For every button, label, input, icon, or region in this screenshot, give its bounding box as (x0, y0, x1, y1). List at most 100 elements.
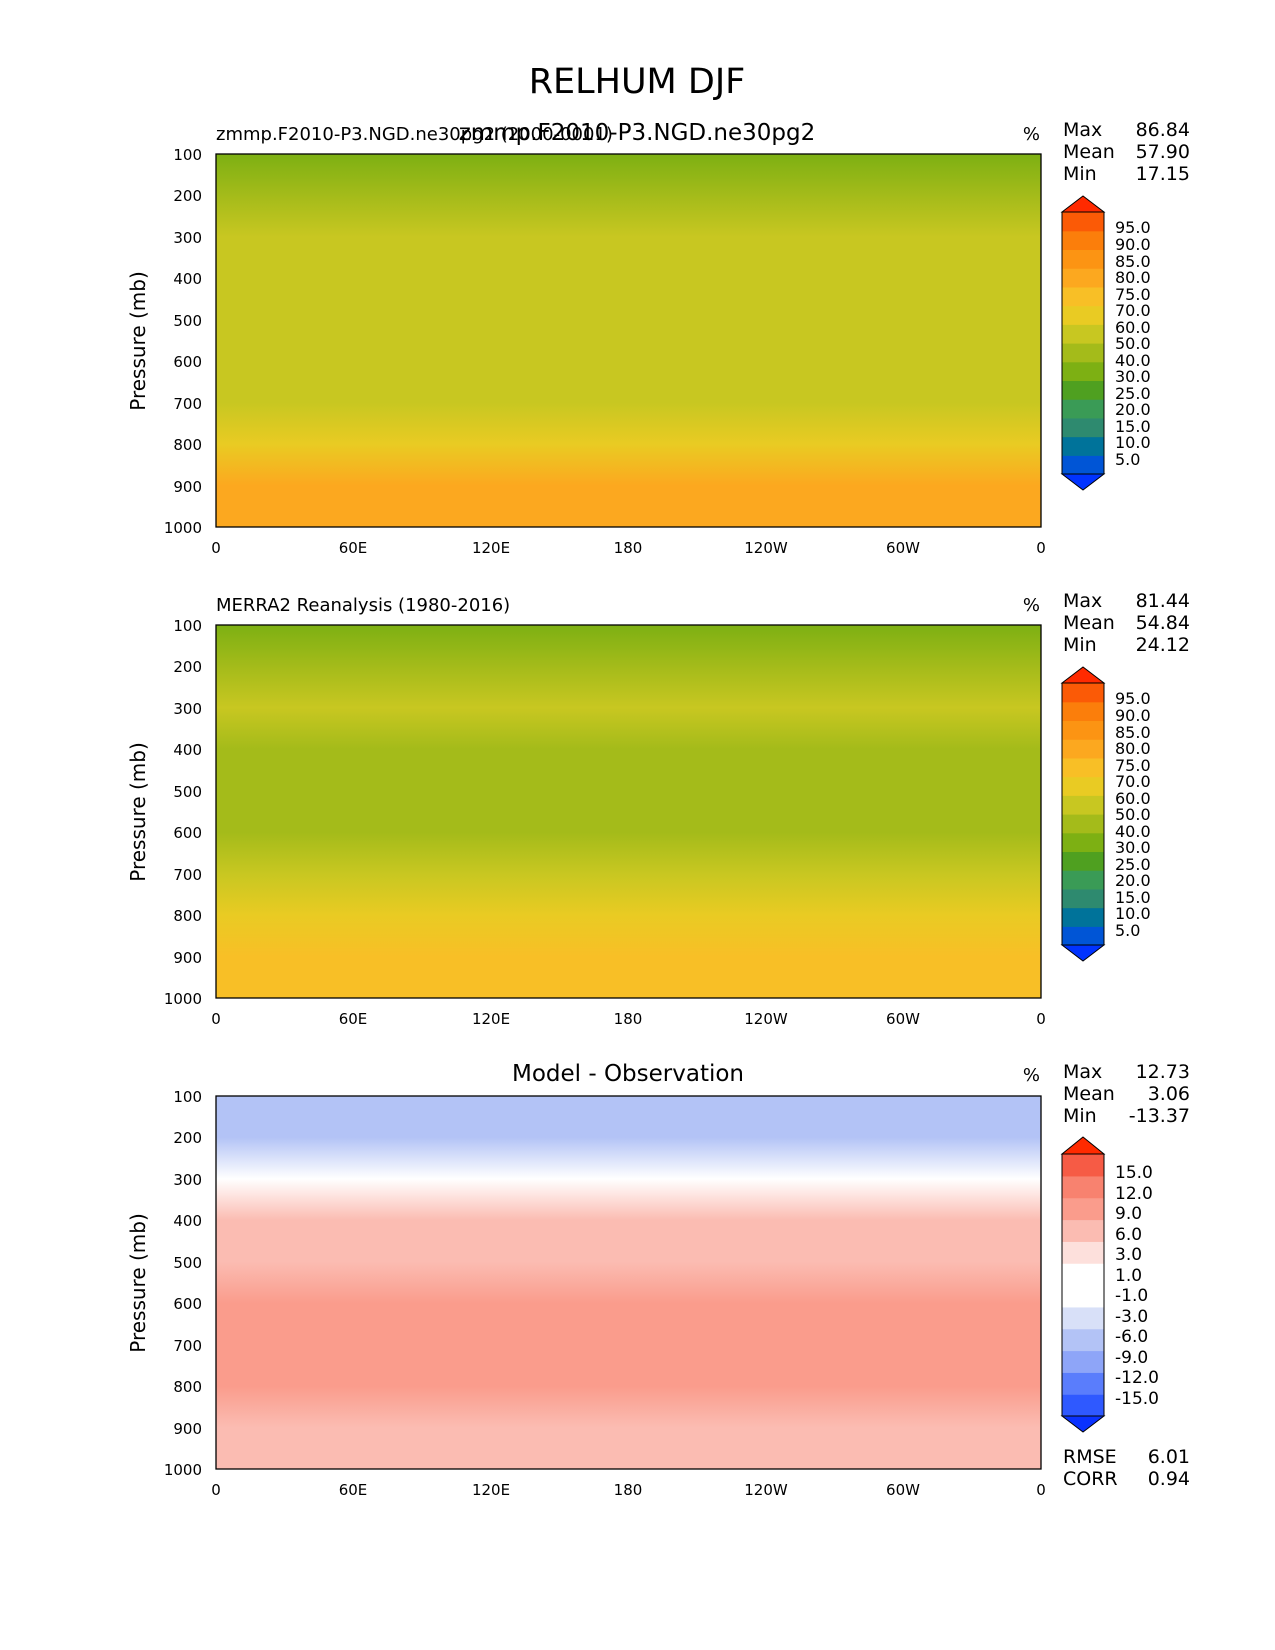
colorbar-extend-top (1060, 666, 1106, 684)
x-tick-label: 0 (211, 1481, 221, 1499)
colorbar-segment (1062, 1285, 1104, 1308)
colorbar-tick: 30.0 (1115, 838, 1151, 857)
x-tick-label: 0 (1036, 1481, 1046, 1499)
colorbar-segment (1062, 1306, 1104, 1330)
panel-model-stats: Max 86.84 Mean 57.90 Min 17.15 (1063, 119, 1190, 185)
colorbar-tick: 9.0 (1115, 1204, 1142, 1224)
colorbar-segment (1062, 683, 1104, 703)
stat-corr-value: 0.94 (1148, 1468, 1190, 1490)
colorbar-segment (1062, 249, 1104, 269)
colorbar-extend-bottom (1060, 944, 1106, 962)
colorbar-segment (1062, 814, 1104, 834)
colorbar-tick: 15.0 (1115, 1163, 1153, 1183)
panel-model-left-title: zmmp.F2010-P3.NGD.ne30pg2 (2000-0001) (216, 124, 613, 145)
stat-mean-label: Mean (1063, 1083, 1115, 1105)
colorbar-tick: 15.0 (1115, 417, 1151, 436)
x-tick-label: 60E (339, 539, 368, 557)
colorbar-segment (1062, 1394, 1104, 1417)
x-tick-label: 0 (1036, 539, 1046, 557)
stat-rmse-value: 6.01 (1148, 1446, 1190, 1468)
y-tick-label: 400 (173, 741, 202, 759)
colorbar-segment (1062, 455, 1104, 475)
x-tick-label: 60E (339, 1010, 368, 1028)
colorbar-segment (1062, 343, 1104, 363)
x-tick-label: 60E (339, 1481, 368, 1499)
x-tick-label: 180 (614, 539, 643, 557)
y-tick-label: 200 (173, 1129, 202, 1147)
colorbar-tick: 85.0 (1115, 252, 1151, 271)
colorbar-segment (1062, 268, 1104, 288)
colorbar-segment (1062, 832, 1104, 853)
y-tick-label: 700 (173, 395, 202, 413)
colorbar-segment (1062, 795, 1104, 815)
y-tick-label: 300 (173, 1171, 202, 1189)
colorbar-segment (1062, 230, 1104, 251)
colorbar-tick: 10.0 (1115, 433, 1151, 452)
y-tick-label: 100 (173, 1088, 202, 1106)
colorbar-tick: -12.0 (1115, 1368, 1159, 1388)
stat-max-label: Max (1063, 1061, 1102, 1083)
colorbar-tick: -6.0 (1115, 1327, 1148, 1347)
y-tick-label: 1000 (164, 1461, 202, 1479)
x-tick-label: 60W (886, 539, 920, 557)
stat-mean-label: Mean (1063, 612, 1115, 634)
y-tick-label: 900 (173, 949, 202, 967)
stat-rmse-label: RMSE (1063, 1446, 1117, 1468)
colorbar-segment (1062, 776, 1104, 796)
y-tick-label: 300 (173, 700, 202, 718)
colorbar-tick: 75.0 (1115, 285, 1151, 304)
colorbar-segment (1062, 399, 1104, 419)
colorbar-segment (1062, 701, 1104, 722)
x-tick-label: 0 (1036, 1010, 1046, 1028)
colorbar-tick: 80.0 (1115, 268, 1151, 287)
y-tick-label: 1000 (164, 519, 202, 537)
panel-diff-xticks: 0 60E 120E 180 120W 60W 0 (211, 1481, 1046, 1499)
colorbar-tick: -15.0 (1115, 1389, 1159, 1409)
stat-max-value: 86.84 (1136, 119, 1190, 141)
y-tick-label: 500 (173, 783, 202, 801)
colorbar-tick: 70.0 (1115, 772, 1151, 791)
colorbar-tick: 1.0 (1115, 1266, 1142, 1286)
colorbar-segment (1062, 1219, 1104, 1242)
colorbar-tick: 90.0 (1115, 235, 1151, 254)
colorbar-tick: -3.0 (1115, 1307, 1148, 1327)
panel-obs-frame (215, 624, 1042, 999)
x-tick-label: 120E (472, 1010, 510, 1028)
x-tick-label: 0 (211, 539, 221, 557)
colorbar-tick: 75.0 (1115, 756, 1151, 775)
colorbar-tick: 85.0 (1115, 723, 1151, 742)
panel-diff-yticks: 100 200 300 400 500 600 700 800 900 1000 (164, 1088, 202, 1479)
colorbar-tick: 40.0 (1115, 822, 1151, 841)
colorbar-tick: 5.0 (1115, 921, 1140, 940)
colorbar-segment (1062, 1372, 1104, 1395)
panel-diff-ylabel: Pressure (mb) (126, 1213, 150, 1353)
panel-obs-yticks: 100 200 300 400 500 600 700 800 900 1000 (164, 617, 202, 1008)
colorbar-segment (1062, 324, 1104, 344)
panel-obs-field (216, 625, 1041, 998)
x-tick-label: 180 (614, 1481, 643, 1499)
colorbar-tick: 70.0 (1115, 301, 1151, 320)
colorbar-tick: 60.0 (1115, 318, 1151, 337)
panel-diff-units: % (1023, 1065, 1040, 1086)
stat-corr-label: CORR (1063, 1468, 1118, 1490)
y-tick-label: 600 (173, 824, 202, 842)
y-tick-label: 500 (173, 1254, 202, 1272)
colorbar-frame (1061, 211, 1105, 475)
x-tick-label: 60W (886, 1481, 920, 1499)
y-tick-label: 200 (173, 658, 202, 676)
panel-diff-field (216, 1096, 1041, 1469)
stat-min-label: Min (1063, 1105, 1097, 1127)
colorbar-tick: 12.0 (1115, 1184, 1153, 1204)
colorbar-tick: 50.0 (1115, 805, 1151, 824)
colorbar-tick: 95.0 (1115, 218, 1151, 237)
panel-model-field (216, 154, 1041, 527)
colorbar-segment (1062, 1197, 1104, 1221)
stat-min-value: 24.12 (1136, 634, 1190, 656)
x-tick-label: 60W (886, 1010, 920, 1028)
panel-diff: Model - Observation % 100 200 300 400 50… (126, 1061, 1190, 1499)
colorbar-tick: 10.0 (1115, 904, 1151, 923)
colorbar-tick: 40.0 (1115, 351, 1151, 370)
x-tick-label: 120W (744, 1010, 788, 1028)
colorbar-tick: 20.0 (1115, 871, 1151, 890)
